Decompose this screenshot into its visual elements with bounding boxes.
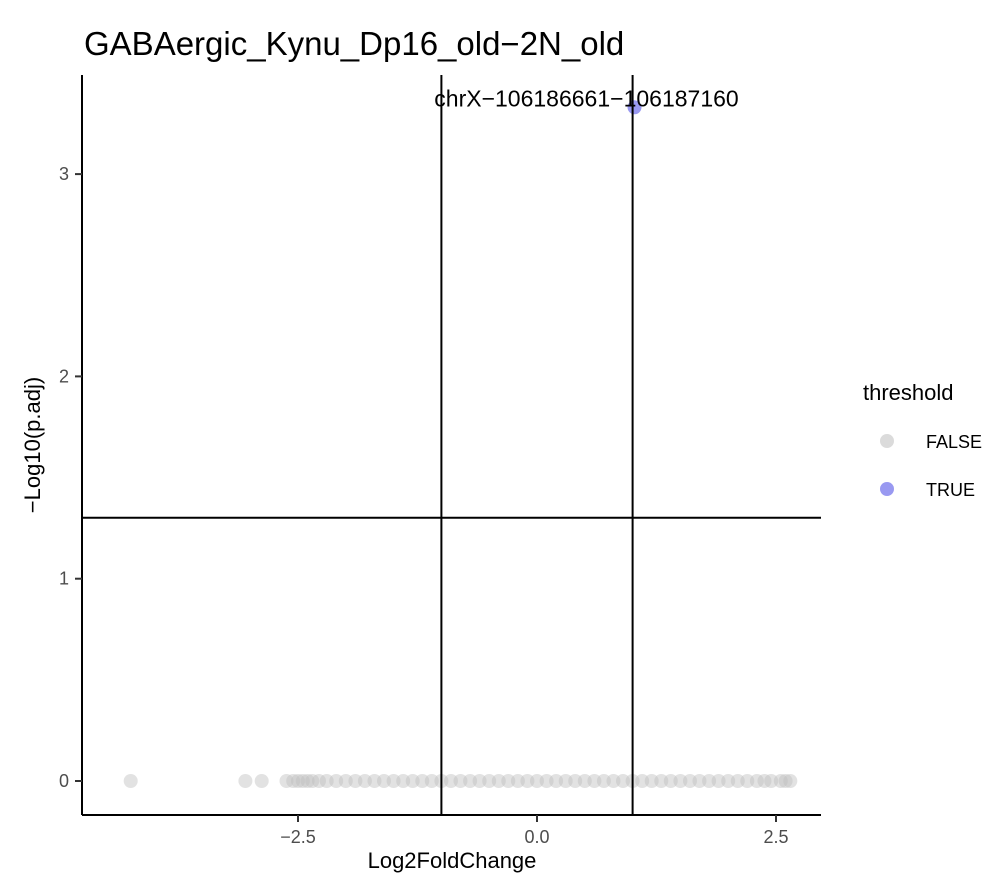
data-point (396, 774, 411, 788)
series-true (627, 100, 642, 115)
data-point (338, 774, 353, 788)
x-tick-label: 2.5 (763, 827, 788, 847)
data-point (778, 774, 793, 788)
x-axis-title: Log2FoldChange (368, 848, 537, 873)
data-point (295, 774, 310, 788)
legend-title: threshold (863, 380, 954, 405)
y-tick-label: 3 (59, 164, 69, 184)
x-tick-label: −2.5 (280, 827, 316, 847)
data-point (329, 774, 344, 788)
data-point (238, 774, 253, 788)
legend-swatch-true (880, 482, 894, 496)
data-point (279, 774, 294, 788)
legend-swatch-false (880, 434, 894, 448)
data-point (319, 774, 334, 788)
data-point (568, 774, 583, 788)
series-false (123, 774, 798, 788)
data-point (291, 774, 305, 788)
x-axis-ticks: −2.5 0.0 2.5 (280, 815, 789, 847)
data-point (749, 774, 764, 788)
data-point (377, 774, 391, 788)
data-point (616, 774, 630, 788)
data-point (673, 774, 688, 788)
data-point (740, 774, 755, 788)
data-point (300, 774, 315, 788)
data-point (663, 774, 678, 788)
data-point (415, 774, 430, 788)
data-point (627, 100, 642, 115)
legend-label-true: TRUE (926, 480, 975, 500)
data-point (463, 774, 478, 788)
data-point (764, 774, 779, 788)
legend: threshold FALSE TRUE (863, 380, 982, 500)
legend-label-false: FALSE (926, 432, 982, 452)
data-point (453, 774, 468, 788)
data-point (357, 774, 372, 788)
data-point (539, 774, 554, 788)
data-point (692, 774, 707, 788)
data-point (386, 774, 401, 788)
data-point (530, 774, 544, 788)
plot-panel: chrX−106186661−106187160 (82, 75, 821, 815)
data-point (635, 774, 650, 788)
data-point (596, 774, 611, 788)
data-point (405, 774, 420, 788)
y-tick-label: 2 (59, 366, 69, 386)
data-point (549, 774, 564, 788)
data-point (757, 774, 772, 788)
data-point (587, 774, 602, 788)
data-point (367, 774, 382, 788)
data-point (721, 774, 736, 788)
data-point (644, 774, 659, 788)
data-point (702, 774, 717, 788)
data-point (491, 774, 506, 788)
y-axis-title: −Log10(p.adj) (20, 377, 45, 513)
data-point (286, 774, 301, 788)
data-point (424, 774, 439, 788)
data-point (783, 774, 798, 788)
data-point (482, 774, 497, 788)
data-point (305, 774, 320, 788)
data-point (577, 774, 592, 788)
data-point (348, 774, 363, 788)
data-point (654, 774, 669, 788)
data-point (312, 774, 326, 788)
data-point (773, 774, 788, 788)
data-point (510, 774, 525, 788)
data-point (472, 774, 487, 788)
data-point (730, 774, 745, 788)
data-point (501, 774, 516, 788)
point-annotation: chrX−106186661−106187160 (434, 85, 738, 111)
data-point (123, 774, 138, 788)
x-tick-label: 0.0 (524, 827, 549, 847)
y-axis-ticks: 0 1 2 3 (59, 164, 82, 791)
data-point (683, 774, 697, 788)
chart-title: GABAergic_Kynu_Dp16_old−2N_old (84, 25, 624, 62)
y-tick-label: 1 (59, 569, 69, 589)
y-tick-label: 0 (59, 771, 69, 791)
data-point (606, 774, 621, 788)
data-point (520, 774, 535, 788)
data-point (254, 774, 269, 788)
data-point (711, 774, 726, 788)
data-point (558, 774, 573, 788)
data-point (444, 774, 458, 788)
